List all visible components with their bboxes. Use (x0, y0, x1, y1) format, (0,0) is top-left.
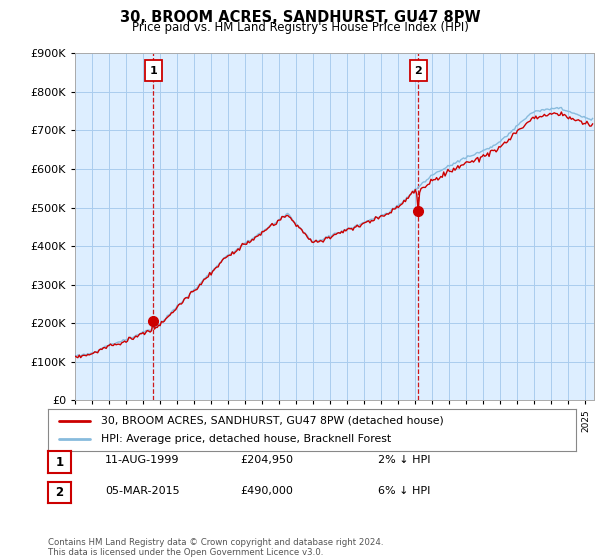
Text: £490,000: £490,000 (240, 486, 293, 496)
Text: 2: 2 (415, 66, 422, 76)
Text: 11-AUG-1999: 11-AUG-1999 (105, 455, 179, 465)
Text: £204,950: £204,950 (240, 455, 293, 465)
Text: Contains HM Land Registry data © Crown copyright and database right 2024.
This d: Contains HM Land Registry data © Crown c… (48, 538, 383, 557)
Text: 2% ↓ HPI: 2% ↓ HPI (378, 455, 431, 465)
Text: 2: 2 (55, 486, 64, 500)
Text: 6% ↓ HPI: 6% ↓ HPI (378, 486, 430, 496)
Text: 30, BROOM ACRES, SANDHURST, GU47 8PW (detached house): 30, BROOM ACRES, SANDHURST, GU47 8PW (de… (101, 416, 443, 426)
Text: 1: 1 (55, 455, 64, 469)
Text: Price paid vs. HM Land Registry's House Price Index (HPI): Price paid vs. HM Land Registry's House … (131, 21, 469, 34)
Text: 1: 1 (149, 66, 157, 76)
Text: 05-MAR-2015: 05-MAR-2015 (105, 486, 179, 496)
FancyBboxPatch shape (410, 60, 427, 81)
Text: HPI: Average price, detached house, Bracknell Forest: HPI: Average price, detached house, Brac… (101, 434, 391, 444)
FancyBboxPatch shape (145, 60, 162, 81)
Text: 30, BROOM ACRES, SANDHURST, GU47 8PW: 30, BROOM ACRES, SANDHURST, GU47 8PW (119, 10, 481, 25)
